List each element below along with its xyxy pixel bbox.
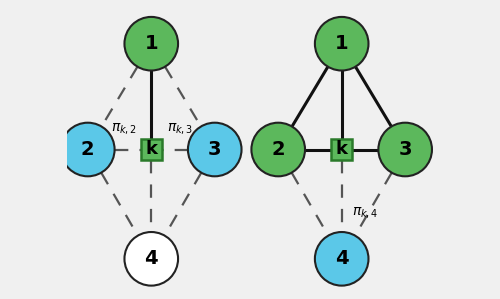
Circle shape [124,232,178,286]
Text: 2: 2 [272,140,285,159]
Circle shape [378,123,432,176]
Text: $\pi_{k,2}$: $\pi_{k,2}$ [111,122,137,137]
Circle shape [315,232,368,286]
FancyBboxPatch shape [140,139,162,160]
Text: k: k [146,141,158,158]
Text: 2: 2 [81,140,94,159]
Text: k: k [336,141,347,158]
Circle shape [252,123,305,176]
Text: $\pi_{k,3}$: $\pi_{k,3}$ [167,122,193,137]
Text: 3: 3 [208,140,222,159]
Text: 4: 4 [335,249,348,268]
Circle shape [188,123,242,176]
Circle shape [315,17,368,71]
Text: 4: 4 [144,249,158,268]
FancyBboxPatch shape [331,139,352,160]
Text: 1: 1 [335,34,348,53]
Circle shape [61,123,114,176]
Circle shape [124,17,178,71]
Text: 3: 3 [398,140,412,159]
Text: $\pi_{k,4}$: $\pi_{k,4}$ [352,206,379,221]
Text: 1: 1 [144,34,158,53]
